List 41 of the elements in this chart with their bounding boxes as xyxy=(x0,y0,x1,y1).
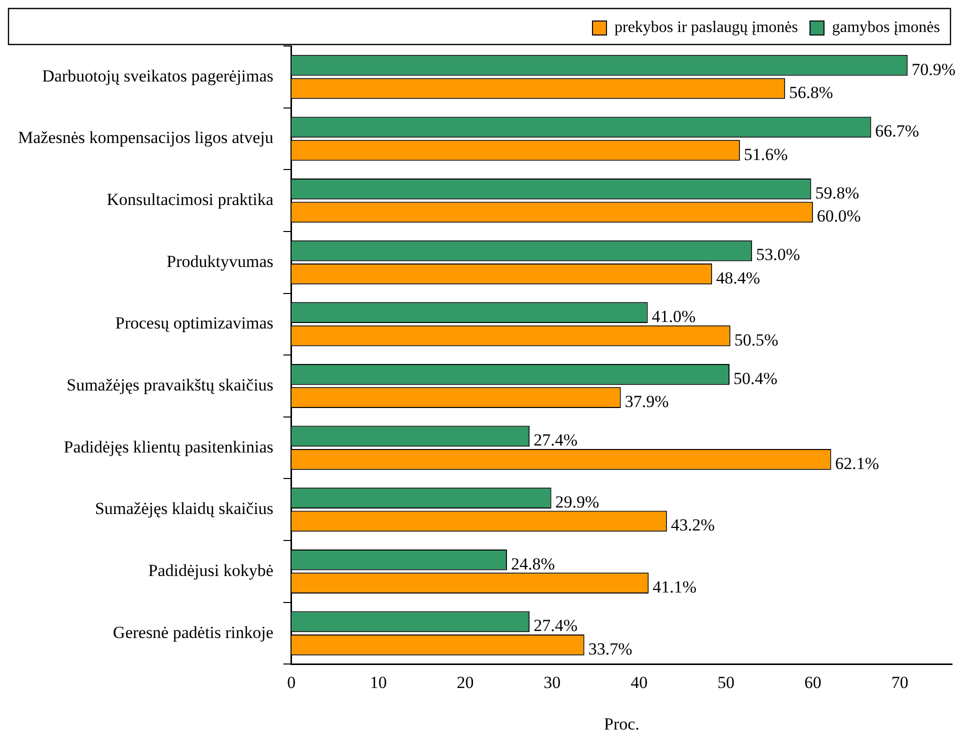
x-tick-label: 10 xyxy=(370,672,387,692)
data-label: 50.5% xyxy=(734,330,778,350)
data-label: 27.4% xyxy=(534,616,578,636)
data-label: 59.8% xyxy=(815,183,860,202)
data-label: 27.4% xyxy=(534,430,578,450)
y-tick-label: Procesų optimizavimas xyxy=(115,314,274,333)
x-tick-label: 30 xyxy=(544,672,561,692)
y-tick-label: Sumažėjęs klaidų skaičius xyxy=(94,499,274,518)
data-label: 62.1% xyxy=(835,454,880,473)
legend-label: gamybos įmonės xyxy=(832,19,940,36)
data-label: 33.7% xyxy=(588,639,632,658)
data-label: 70.9% xyxy=(912,60,956,79)
y-tick-label: Konsultacimosi praktika xyxy=(106,190,274,210)
y-tick-label: Produktyvumas xyxy=(166,252,274,271)
data-label: 56.8% xyxy=(789,82,834,102)
y-tick-label: Mažesnės kompensacijos ligos atveju xyxy=(18,128,274,148)
data-label: 51.6% xyxy=(744,144,788,164)
y-tick-label: Padidėjęs klientų pasitenkinias xyxy=(64,437,274,456)
legend-label: prekybos ir paslaugų įmonės xyxy=(614,19,798,36)
x-axis-title: Proc. xyxy=(604,714,640,734)
data-label: 37.9% xyxy=(624,392,669,412)
y-tick-label: Darbuotojų sveikatos pagerėjimas xyxy=(42,66,274,86)
y-tick-label: Padidėjusi kokybė xyxy=(148,560,274,580)
data-label: 53.0% xyxy=(756,245,800,264)
data-label: 43.2% xyxy=(670,516,715,535)
x-tick-label: 70 xyxy=(891,672,908,692)
data-label: 24.8% xyxy=(510,554,555,574)
x-tick-label: 40 xyxy=(630,672,648,692)
x-tick-label: 60 xyxy=(804,672,822,692)
y-tick-label: Geresnė padėtis rinkoje xyxy=(112,622,274,642)
x-tick-label: 50 xyxy=(718,672,735,692)
data-label: 41.1% xyxy=(652,578,697,597)
data-label: 41.0% xyxy=(652,307,696,326)
data-label: 48.4% xyxy=(716,268,760,288)
data-label: 66.7% xyxy=(875,122,920,141)
x-tick-label: 0 xyxy=(287,672,296,692)
data-label: 50.4% xyxy=(733,368,778,388)
data-label: 29.9% xyxy=(555,492,600,512)
data-label: 60.0% xyxy=(816,206,861,226)
y-tick-label: Sumažėjęs pravaikštų skaičius xyxy=(66,375,274,394)
x-tick-label: 20 xyxy=(456,672,474,692)
